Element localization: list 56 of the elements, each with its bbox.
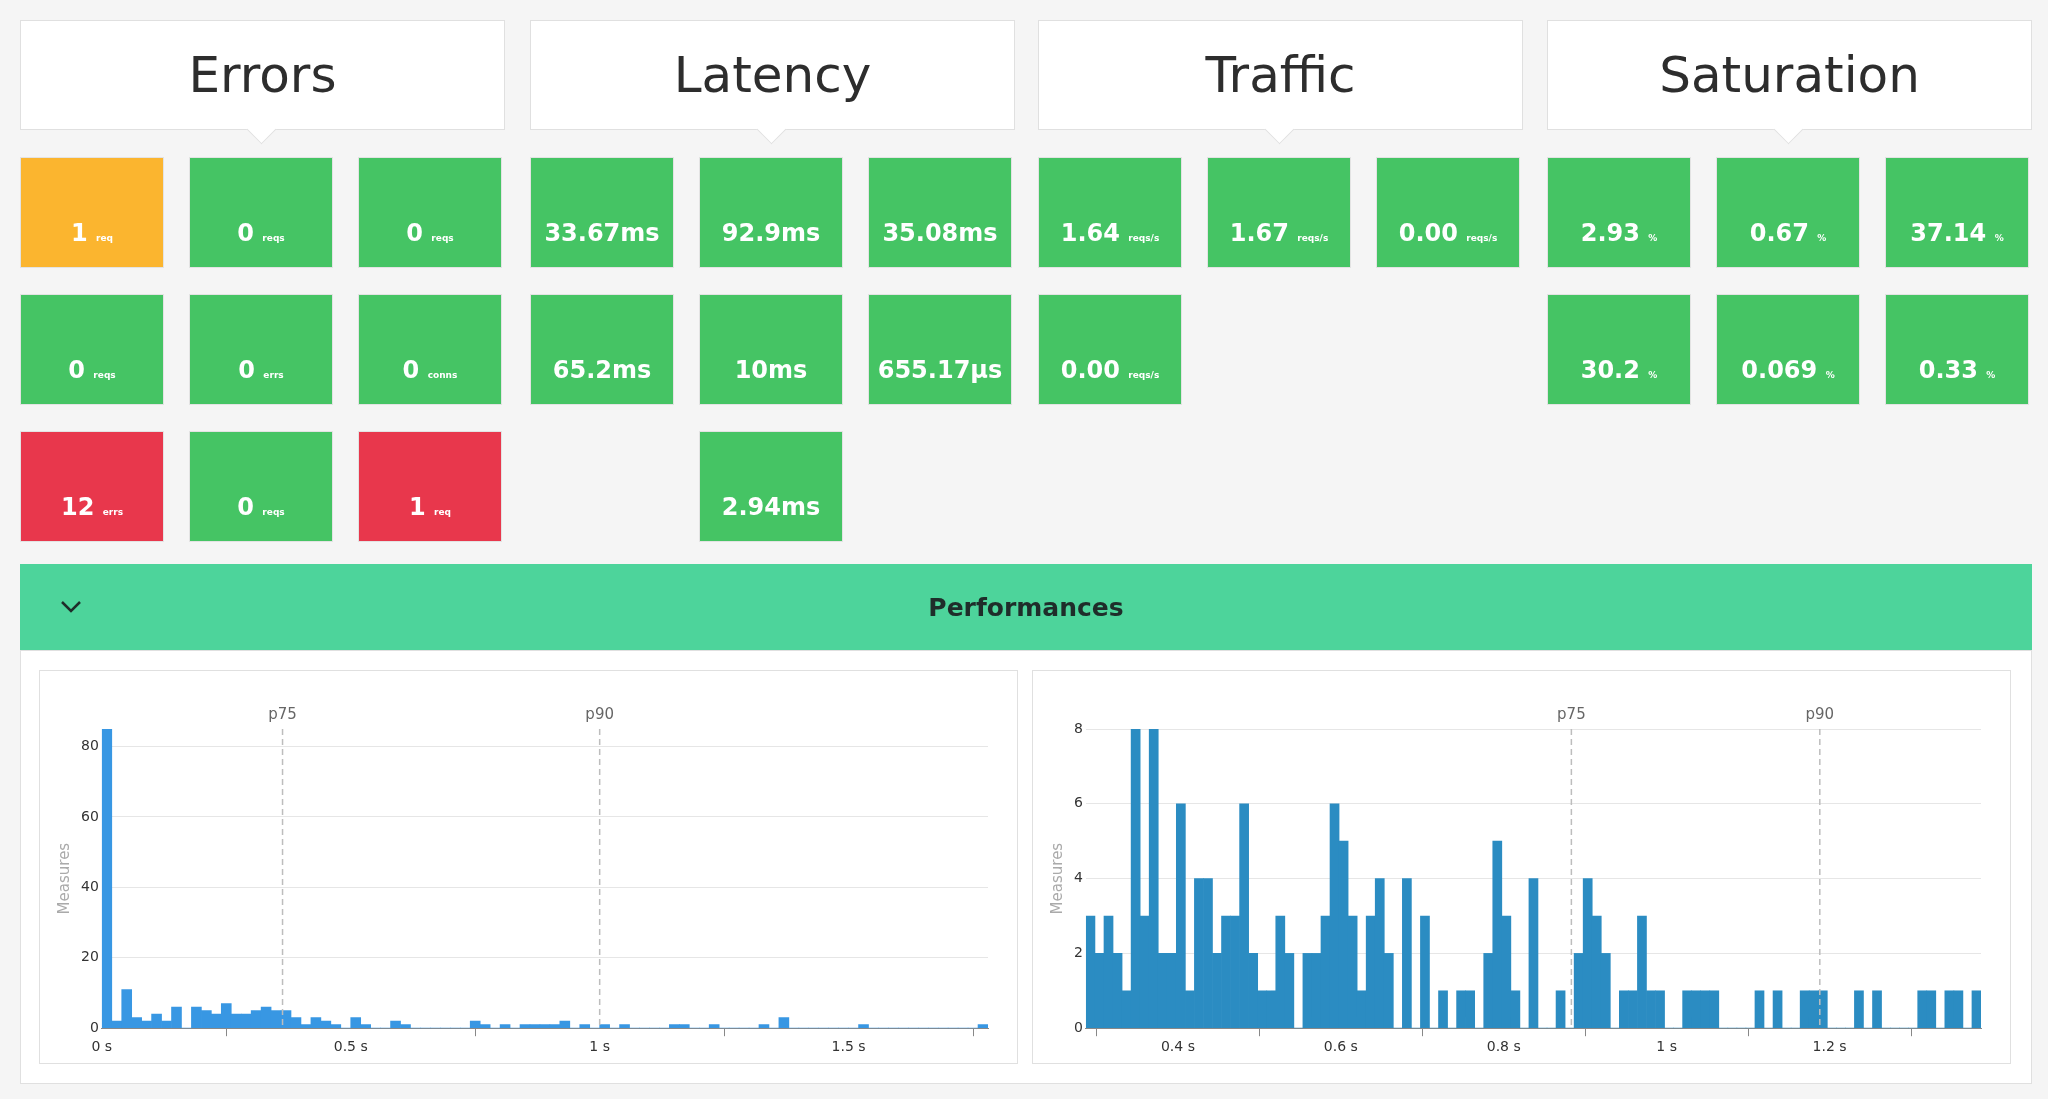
text: 0.67 % [1749,219,1827,247]
text: 0 reqs [406,219,454,247]
y-tick-label: 8 [1073,719,1083,736]
y-tick-label: 6 [1073,794,1083,811]
x-tick-label: 1.5 s [831,1038,866,1055]
y-tick-label: 40 [80,878,99,895]
y-tick-label: 4 [1073,869,1083,886]
text: 655.17µs [877,356,1003,384]
text: 0.069 % [1741,356,1835,384]
x-tick-label: 0.8 s [1486,1038,1521,1055]
text: 0 errs [238,356,284,384]
y-axis-title: Measures [1047,842,1066,915]
text: 10ms [734,356,808,384]
y-tick-label: 60 [80,807,99,824]
text: 0 reqs [68,356,116,384]
y-tick-label: 2 [1073,944,1083,961]
ref-line-label: p75 [268,705,297,724]
text: Errors [20,20,505,130]
text: 65.2ms [552,356,652,384]
text: 0 reqs [237,219,285,247]
text: 1.67 reqs/s [1229,219,1329,247]
x-tick-label: 0 s [91,1038,113,1055]
y-tick-label: 0 [89,1018,99,1035]
x-tick-label: 0.4 s [1160,1038,1195,1055]
y-tick-label: 20 [80,948,99,965]
text: 35.08ms [882,219,998,247]
ref-line-label: p90 [1805,705,1835,724]
text: 30.2 % [1580,356,1658,384]
text: 1.64 reqs/s [1060,219,1160,247]
text: 37.14 % [1910,219,2004,247]
text: 12 errs [60,493,124,521]
text: Performances [20,564,2032,650]
text: 0.33 % [1918,356,1996,384]
text: 2.93 % [1580,219,1658,247]
text: 0.00 reqs/s [1060,356,1160,384]
x-tick-label: 0.5 s [333,1038,368,1055]
x-tick-label: 1.2 s [1812,1038,1847,1055]
y-tick-label: 0 [1073,1018,1083,1035]
y-tick-label: 80 [80,737,99,754]
text: 0 conns [402,356,458,384]
y-axis-title: Measures [54,842,73,915]
text: Latency [530,20,1015,130]
text: 92.9ms [721,219,821,247]
text: Traffic [1038,20,1523,130]
text: 1 req [408,493,452,521]
x-tick-label: 0.6 s [1323,1038,1358,1055]
text: 33.67ms [544,219,660,247]
text: Saturation [1547,20,2032,130]
x-tick-label: 1 s [1656,1038,1677,1055]
text: 0 reqs [237,493,285,521]
text: 1 req [70,219,114,247]
text: 2.94ms [721,493,821,521]
text: 0.00 reqs/s [1398,219,1498,247]
x-tick-label: 1 s [589,1038,610,1055]
ref-line-label: p75 [1557,705,1586,724]
ref-line-label: p90 [585,705,614,724]
